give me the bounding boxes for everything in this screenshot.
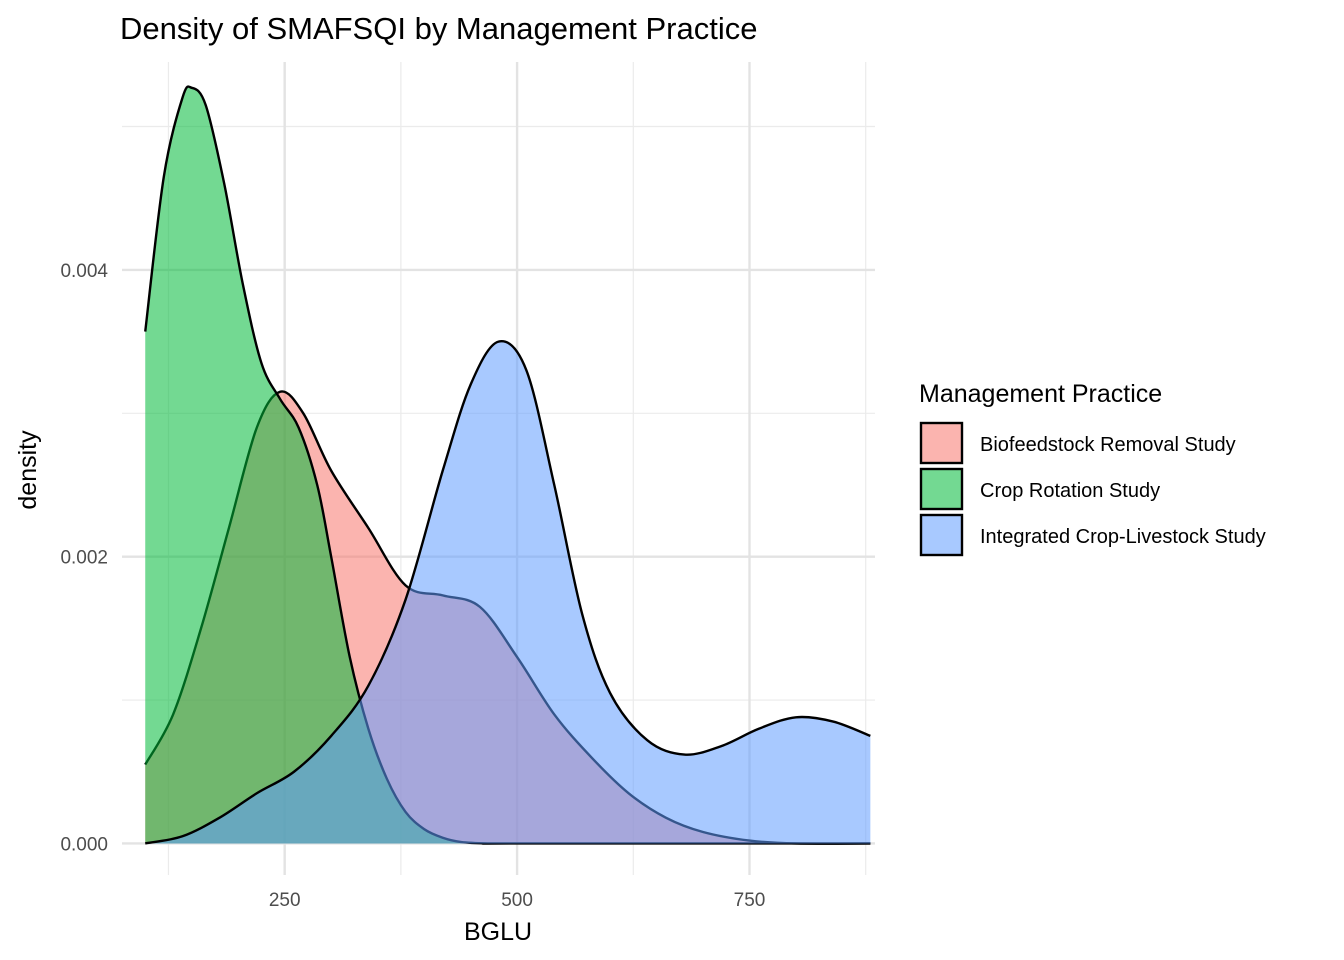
- legend-title: Management Practice: [919, 380, 1162, 408]
- density-areas: [144, 85, 871, 845]
- x-tick-label: 500: [501, 890, 533, 911]
- x-tick-label: 750: [734, 890, 766, 911]
- legend: Management Practice Biofeedstock Removal…: [919, 380, 1266, 557]
- legend-label-2: Crop Rotation Study: [980, 480, 1160, 502]
- density-area-series-2: [145, 86, 871, 844]
- density-area-series-3: [145, 341, 871, 844]
- y-tick-label: 0.002: [60, 548, 108, 569]
- x-tick-label: 250: [269, 890, 301, 911]
- y-tick-label: 0.000: [60, 834, 108, 855]
- density-line-series-3: [145, 339, 871, 845]
- legend-label-3: Integrated Crop-Livestock Study: [980, 526, 1266, 548]
- y-axis-title: density: [14, 430, 42, 510]
- legend-label-1: Biofeedstock Removal Study: [980, 434, 1236, 456]
- legend-swatch-3: [919, 513, 964, 557]
- y-tick-label: 0.004: [60, 261, 108, 282]
- x-axis-title: BGLU: [464, 918, 532, 946]
- legend-swatch-2: [919, 467, 964, 511]
- legend-swatch-1: [919, 421, 964, 465]
- chart-title: Density of SMAFSQI by Management Practic…: [120, 11, 757, 46]
- axis-ticks: 250 500 750 0.000 0.002 0.004: [60, 261, 765, 911]
